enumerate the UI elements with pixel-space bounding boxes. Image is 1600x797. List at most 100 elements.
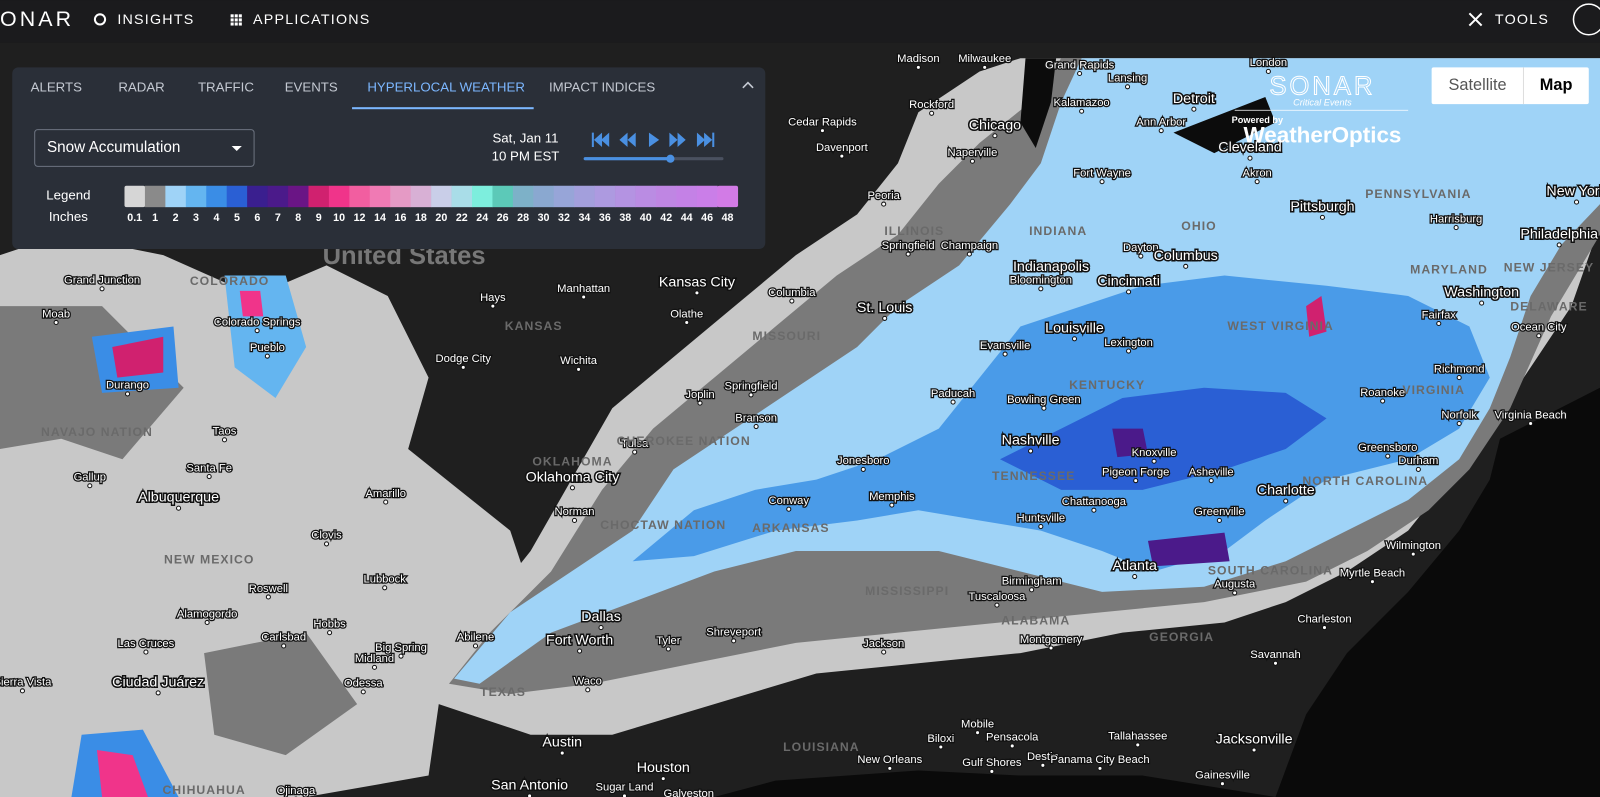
city-label: Jonesboro <box>837 455 889 467</box>
city-dot <box>1208 478 1214 484</box>
legend-label: 6 <box>254 212 260 224</box>
city-dot <box>264 353 270 359</box>
legend-label: 8 <box>295 212 301 224</box>
user-button[interactable] <box>1572 3 1600 36</box>
map-labels: Milwaukee Madison Grand Rapids Lansing Londo… <box>0 52 1600 797</box>
rewind[interactable] <box>619 132 636 147</box>
city-dot <box>694 290 700 296</box>
city-label: Hays <box>480 292 506 304</box>
snow-gray <box>204 632 358 756</box>
city-dot <box>1071 336 1078 342</box>
brand-powered: Powered by <box>1232 115 1284 125</box>
city-label: Pueblo <box>250 342 285 354</box>
nav-item[interactable]: APPLICATIONS <box>253 12 371 28</box>
layer-dropdown[interactable] <box>34 129 255 167</box>
legend-label: 1 <box>152 212 158 224</box>
snow-pink <box>239 290 264 317</box>
city-dot <box>569 485 575 491</box>
city-dot <box>938 744 944 750</box>
logo[interactable]: ONAR <box>0 7 74 31</box>
city-dot <box>1091 507 1097 513</box>
city-dot <box>1028 448 1034 454</box>
nav-item[interactable]: INSIGHTS <box>117 12 194 28</box>
state-label: NORTH CAROLINA <box>1302 474 1428 488</box>
state-label: CHIHUAHUA <box>162 783 245 797</box>
legend-swatch <box>676 185 698 208</box>
city-label: Washington <box>1444 285 1519 301</box>
legend-label: 26 <box>497 212 509 224</box>
city-dot <box>915 64 921 70</box>
collapse-button[interactable] <box>742 81 754 89</box>
lake <box>1173 96 1276 154</box>
legend-swatch <box>451 185 473 208</box>
city-label: Dallas <box>581 609 621 625</box>
legend-label: 14 <box>374 212 386 224</box>
city-dot <box>839 153 845 159</box>
city-dot <box>1009 743 1015 749</box>
city-label: Ciudad Juárez <box>112 674 204 690</box>
city-label: Austin <box>542 735 582 751</box>
city-label: Midland <box>355 653 394 665</box>
city-dot <box>1528 420 1534 427</box>
map-button[interactable]: Map <box>1540 76 1573 94</box>
legend-label: 30 <box>538 212 550 224</box>
tab[interactable]: IMPACT INDICES <box>549 79 655 94</box>
legend-label: 16 <box>395 212 407 224</box>
city-label: Grand Junction <box>64 275 140 287</box>
city-dot <box>989 768 995 775</box>
skip-start[interactable] <box>591 132 610 147</box>
tab[interactable]: TRAFFIC <box>198 79 254 94</box>
city-label: Davenport <box>816 142 869 154</box>
skip-end[interactable] <box>696 132 715 147</box>
legend-label: 28 <box>517 212 529 224</box>
city-dot <box>665 646 671 652</box>
city-label: St. Louis <box>857 300 913 316</box>
tab[interactable]: HYPERLOCAL WEATHER <box>367 79 525 94</box>
city-label: Destin <box>1027 751 1059 763</box>
nav-tools[interactable]: TOOLS <box>1495 12 1549 28</box>
legend-swatch <box>717 185 739 208</box>
city-label: Alamogordo <box>177 608 238 620</box>
satellite-button[interactable]: Satellite <box>1449 76 1507 94</box>
city-dot <box>1436 320 1442 327</box>
city-dot <box>1191 106 1197 112</box>
city-label: Richmond <box>1434 363 1485 375</box>
city-dot <box>1048 275 1054 281</box>
tab[interactable]: RADAR <box>118 79 164 94</box>
city-label: Abilene <box>457 632 494 644</box>
time-slider-knob[interactable] <box>666 154 675 163</box>
state-label: NEW MEXICO <box>164 552 254 566</box>
city-dot <box>1265 68 1271 75</box>
city-label: Ann Arbor <box>1136 116 1186 128</box>
city-dot <box>1254 179 1260 185</box>
city-label: Hobbs <box>313 618 346 630</box>
tab[interactable]: ALERTS <box>31 79 82 94</box>
city-label: Clovis <box>311 530 342 542</box>
city-label: San Antonio <box>491 778 568 794</box>
city-dot <box>1132 574 1138 580</box>
play[interactable] <box>648 132 660 147</box>
brand-tagline: Critical Events <box>1293 98 1352 108</box>
time: 10 PM EST <box>492 149 560 164</box>
tab[interactable]: EVENTS <box>285 79 338 94</box>
city-dot <box>490 303 496 309</box>
apps-icon <box>230 14 242 26</box>
legend-swatch <box>594 185 616 208</box>
top-bar <box>0 0 1600 43</box>
legend-swatch <box>226 185 248 208</box>
city-label: Charlotte <box>1257 483 1315 499</box>
city-dot <box>975 730 981 736</box>
city-dot <box>1135 742 1141 748</box>
map[interactable] <box>0 42 1600 797</box>
legend-label: 24 <box>476 212 488 224</box>
city-label: Chicago <box>969 117 1021 133</box>
city-label: Harrisburg <box>1430 213 1482 225</box>
state-label: KANSAS <box>505 319 563 333</box>
city-label: Manhattan <box>557 283 610 295</box>
city-label: Lubbock <box>363 574 406 586</box>
legend-swatch <box>615 185 636 208</box>
legend-label: 5 <box>234 212 240 224</box>
city-dot <box>748 392 754 398</box>
snow-purple <box>1147 532 1230 567</box>
